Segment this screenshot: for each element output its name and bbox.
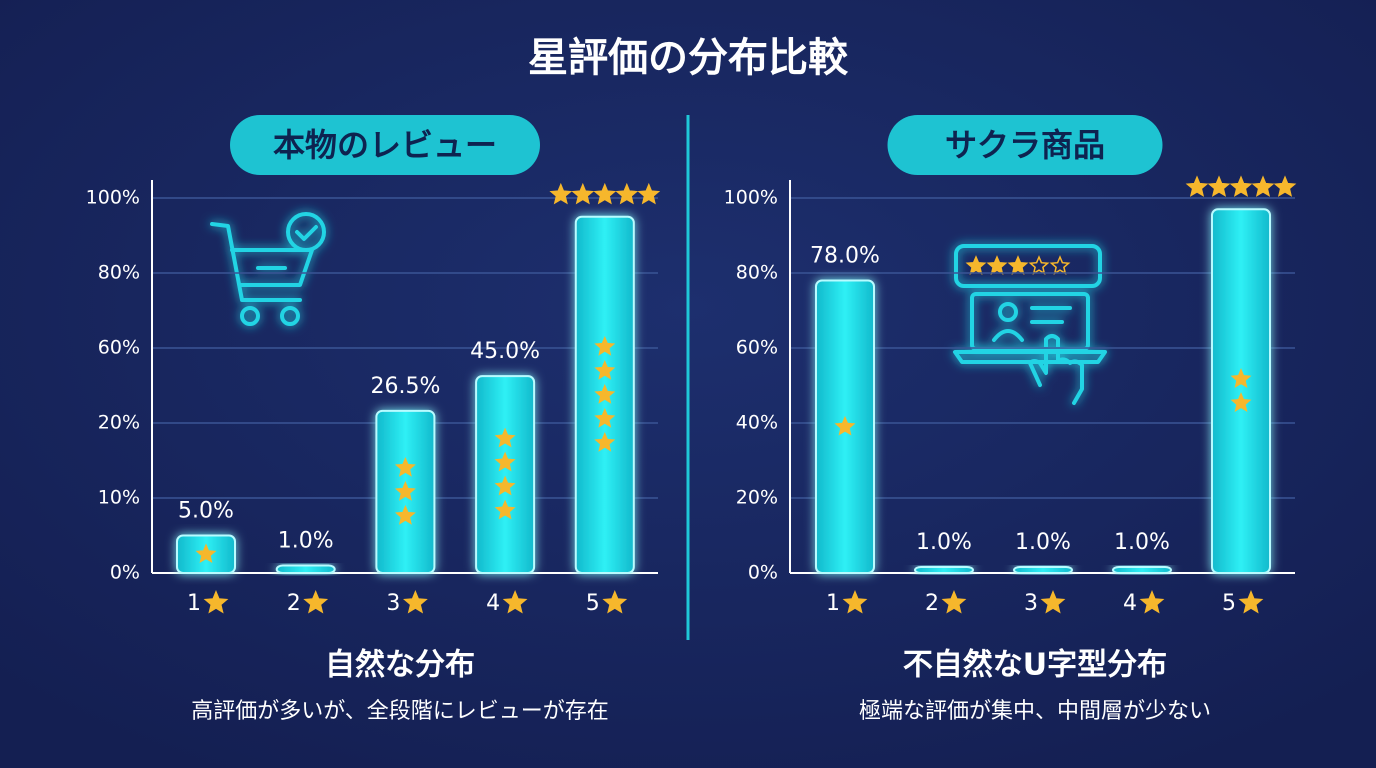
star-icon <box>494 475 516 496</box>
star-icon <box>1040 590 1066 614</box>
value-label: 1.0% <box>1114 530 1170 555</box>
star-icon <box>602 590 628 614</box>
x-tick-label: 2 <box>287 591 301 616</box>
bar <box>1013 566 1073 574</box>
value-label: 1.0% <box>278 529 334 554</box>
bar <box>275 564 336 574</box>
value-label: 45.0% <box>470 339 540 364</box>
x-tick-label: 5 <box>586 591 600 616</box>
star-icon <box>1230 368 1252 388</box>
star-icon <box>502 590 528 614</box>
y-tick-label: 20% <box>736 487 778 509</box>
value-label: 1.0% <box>916 530 972 555</box>
value-label: 78.0% <box>810 244 880 269</box>
x-tick-label: 1 <box>826 591 840 616</box>
bar <box>1112 566 1172 574</box>
star-icon <box>1238 590 1264 614</box>
star-icon <box>637 182 661 205</box>
x-tick-label: 2 <box>925 591 939 616</box>
star-icon <box>594 407 616 428</box>
star-icon <box>394 456 416 477</box>
star-icon <box>403 590 428 614</box>
x-tick-label: 5 <box>1222 591 1236 616</box>
bar <box>914 566 974 574</box>
y-tick-label: 20% <box>98 412 140 434</box>
value-label: 5.0% <box>178 499 234 524</box>
star-icon <box>842 590 868 614</box>
review-stars <box>965 255 1071 275</box>
bar <box>475 375 536 574</box>
y-tick-label: 100% <box>86 187 140 209</box>
y-tick-label: 0% <box>110 562 140 584</box>
panel-pill <box>230 115 540 175</box>
star-icon <box>195 543 217 564</box>
y-tick-label: 40% <box>736 412 778 434</box>
star-icon <box>1273 175 1297 197</box>
star-icon <box>494 499 516 520</box>
y-tick-label: 60% <box>736 337 778 359</box>
star-icon <box>941 590 967 614</box>
y-tick-label: 100% <box>724 187 778 209</box>
star-icon <box>1207 175 1231 197</box>
bar <box>1211 208 1271 574</box>
x-tick-label: 1 <box>187 591 201 616</box>
star-icon <box>834 415 856 436</box>
star-icon <box>571 182 595 205</box>
x-tick-label: 4 <box>1123 591 1137 616</box>
panel-title: 本物のレビュー <box>273 126 497 164</box>
review-icon <box>953 244 1107 405</box>
star-icon <box>1049 255 1071 275</box>
star-icon <box>593 182 617 205</box>
panel-pill <box>887 115 1163 175</box>
annotation: 自然な分布 <box>325 648 475 683</box>
x-tick-label: 3 <box>386 591 400 616</box>
x-tick-label: 3 <box>1024 591 1038 616</box>
star-icon <box>1007 255 1029 275</box>
star-icon <box>1139 590 1165 614</box>
star-icon <box>965 255 987 275</box>
annotation: 不自然なU字型分布 <box>903 648 1167 683</box>
star-icon <box>303 590 329 614</box>
star-icon <box>394 480 416 501</box>
star-icon <box>1185 175 1209 197</box>
star-icon <box>494 451 516 472</box>
star-icon <box>1028 255 1050 275</box>
star-icon <box>1229 175 1253 197</box>
note: 高評価が多いが、全段階にレビューが存在 <box>191 699 609 724</box>
note: 極端な評価が集中、中間層が少ない <box>859 699 1211 724</box>
star-icon <box>1251 175 1275 197</box>
y-tick-label: 0% <box>748 562 778 584</box>
star-icon <box>594 383 616 404</box>
y-tick-label: 10% <box>98 487 140 509</box>
y-tick-label: 80% <box>98 262 140 284</box>
star-icon <box>494 427 516 448</box>
x-tick-label: 4 <box>486 591 500 616</box>
cart-icon <box>210 212 326 326</box>
star-icon <box>203 590 229 614</box>
star-icon <box>594 335 616 356</box>
panel-title: サクラ商品 <box>945 126 1105 164</box>
star-icon <box>594 431 616 452</box>
star-icon <box>594 359 616 380</box>
star-icon <box>615 182 639 205</box>
star-icon <box>394 504 416 525</box>
y-tick-label: 60% <box>98 337 140 359</box>
star-icon <box>549 182 573 205</box>
y-tick-label: 80% <box>736 262 778 284</box>
value-label: 1.0% <box>1015 530 1071 555</box>
star-icon <box>986 255 1008 275</box>
star-icon <box>1230 392 1252 412</box>
page-title: 星評価の分布比較 <box>528 35 849 81</box>
value-label: 26.5% <box>370 374 440 399</box>
